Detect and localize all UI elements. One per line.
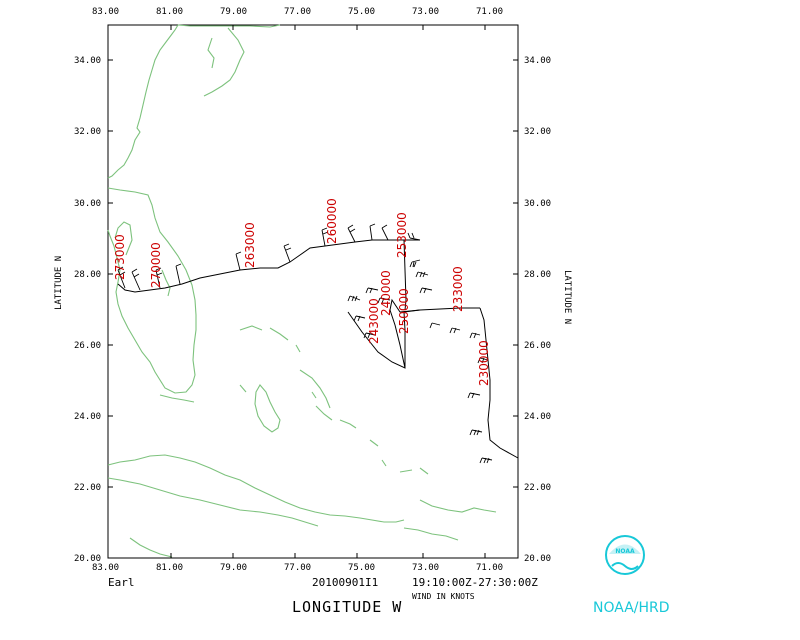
station-time: 263000: [243, 222, 257, 268]
y-tick-label: 28.00: [74, 270, 101, 280]
y-tick-label: 34.00: [74, 56, 101, 66]
storm-name: Earl: [108, 576, 135, 589]
y-tick-label: 34.00: [524, 56, 551, 66]
flight-date: 20100901I1: [312, 576, 378, 589]
flight-track: [117, 239, 519, 459]
x-tick-label: 71.00: [476, 7, 503, 17]
x-tick-labels-top: 83.00 81.00 79.00 77.00 75.00 73.00 71.0…: [92, 7, 503, 17]
logo-text: NOAA: [615, 548, 635, 555]
y-tick-label: 20.00: [524, 554, 551, 564]
x-tick-marks: [170, 25, 486, 558]
station-time: 240000: [379, 270, 393, 316]
y-tick-label: 24.00: [524, 412, 551, 422]
x-tick-label: 73.00: [412, 563, 439, 573]
wind-barbs: [117, 223, 493, 464]
x-tick-label: 73.00: [412, 7, 439, 17]
station-time: 253000: [395, 212, 409, 258]
y-tick-label: 30.00: [524, 199, 551, 209]
x-tick-label: 83.00: [92, 563, 119, 573]
y-tick-marks: [108, 59, 518, 488]
x-axis-label: LONGITUDE W: [292, 598, 402, 616]
y-tick-label: 22.00: [74, 483, 101, 493]
coastline-layer: [107, 24, 497, 558]
station-time: 260000: [325, 198, 339, 244]
time-range: 19:10:00Z-27:30:00Z: [412, 576, 538, 589]
x-tick-label: 81.00: [156, 7, 183, 17]
y-tick-label: 32.00: [74, 127, 101, 137]
credit-label: NOAA/HRD: [593, 600, 670, 616]
map-frame: [107, 24, 519, 559]
y-tick-label: 26.00: [74, 341, 101, 351]
wind-units: WIND IN KNOTS: [412, 592, 475, 601]
station-time: 233000: [451, 266, 465, 312]
noaa-logo: NOAA: [605, 535, 645, 575]
x-tick-label: 79.00: [220, 7, 247, 17]
y-tick-labels-right: 34.00 32.00 30.00 28.00 26.00 24.00 22.0…: [524, 56, 551, 564]
y-tick-label: 28.00: [524, 270, 551, 280]
y-tick-label: 20.00: [74, 554, 101, 564]
x-tick-label: 75.00: [348, 7, 375, 17]
y-tick-label: 32.00: [524, 127, 551, 137]
y-tick-label: 26.00: [524, 341, 551, 351]
station-time: 243000: [367, 298, 381, 344]
station-times: 273000 270000 263000 260000 253000 24000…: [113, 198, 491, 386]
station-time: 230000: [477, 340, 491, 386]
station-time: 270000: [149, 242, 163, 288]
x-tick-labels-bottom: 83.00 81.00 79.00 77.00 75.00 73.00 71.0…: [92, 563, 503, 573]
x-tick-label: 77.00: [284, 563, 311, 573]
x-tick-label: 75.00: [348, 563, 375, 573]
x-tick-label: 79.00: [220, 563, 247, 573]
x-tick-label: 71.00: [476, 563, 503, 573]
x-tick-label: 77.00: [284, 7, 311, 17]
y-axis-label-right: LATITUDE N: [562, 270, 572, 324]
y-tick-label: 30.00: [74, 199, 101, 209]
y-tick-labels-left: 34.00 32.00 30.00 28.00 26.00 24.00 22.0…: [74, 56, 101, 564]
station-time: 273000: [113, 234, 127, 280]
x-tick-label: 83.00: [92, 7, 119, 17]
y-axis-label-left: LATITUDE N: [54, 256, 64, 310]
x-tick-label: 81.00: [156, 563, 183, 573]
y-tick-label: 24.00: [74, 412, 101, 422]
y-tick-label: 22.00: [524, 483, 551, 493]
station-time: 250000: [397, 288, 411, 334]
